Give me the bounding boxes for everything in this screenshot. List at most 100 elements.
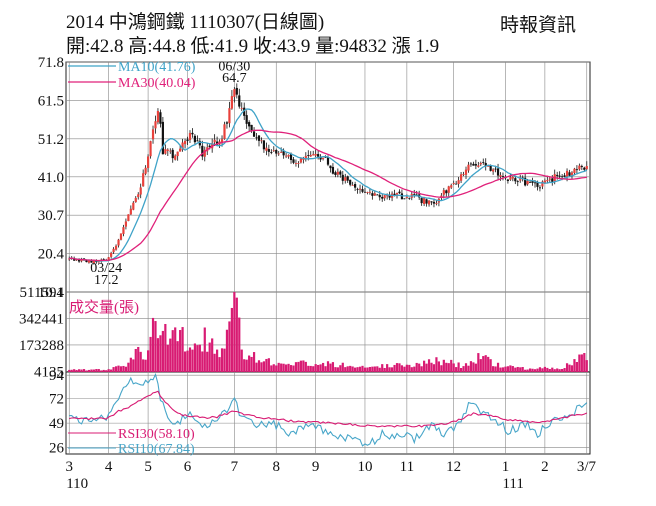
volume-bar [533,369,537,372]
price-tick-label: 30.7 [38,208,65,224]
volume-bar [568,364,571,372]
candle-body [297,163,300,164]
volume-bar [531,368,534,372]
volume-bar [255,362,258,372]
volume-bar [354,367,357,372]
volume-bar [87,369,91,372]
candle-body [302,158,305,160]
candle-body [287,154,290,157]
candle-body [149,141,152,157]
volume-bar [506,366,510,372]
x-tick-label: 10 [357,459,372,475]
volume-bar [499,367,502,372]
volume-bar [100,370,103,372]
volume-bar [553,369,556,372]
volume-bar [297,361,300,372]
volume-bar [149,336,152,372]
volume-bar [339,365,342,372]
candle-body [90,259,93,263]
candle-body [452,183,455,185]
volume-bar [119,366,123,372]
candle-body [580,166,583,167]
candle-body [506,179,510,181]
volume-bar [423,360,426,372]
volume-bar [302,360,305,372]
candle-body [435,203,438,205]
volume-bar [159,335,162,372]
volume-bar [321,362,325,372]
candle-body [484,162,487,167]
volume-bar [361,365,364,372]
candle-body [462,174,465,175]
candle-body [413,193,416,195]
volume-bar [435,357,438,372]
quote-line: 開:42.8 高:44.8 低:41.9 收:43.9 量:94832 漲 1.… [66,36,440,57]
candle-body [395,192,399,195]
candle-body [551,178,554,182]
candle-body [326,157,330,165]
volume-bar [509,365,512,372]
volume-bar [450,359,453,372]
candle-body [127,214,130,222]
volume-bar [432,364,436,372]
candle-body [346,176,349,181]
volume-bar [169,338,172,372]
volume-bar [139,351,142,372]
volume-bar [583,353,586,372]
candle-body [282,150,285,156]
candle-body [250,124,253,131]
volume-bars [68,292,588,372]
volume-bar [376,366,379,372]
candle-body [492,169,495,172]
candle-body [132,202,135,210]
candle-body [499,175,502,177]
volume-bar [504,366,507,372]
candle-body [341,174,344,181]
x-year-label: 110 [66,476,88,492]
price-annotation: 64.7 [222,71,247,86]
candle-body [381,196,384,199]
candle-body [556,174,559,176]
volume-bar [324,366,327,372]
candle-body [366,192,369,193]
volume-bar [90,369,93,372]
candle-body [331,166,335,174]
candle-body [134,197,137,203]
volume-bar [176,341,179,372]
candle-body [208,145,211,148]
volume-bar [252,352,256,372]
candle-body [265,147,268,151]
volume-bar [270,365,273,372]
volume-bar [410,367,413,372]
candle-body [248,122,251,127]
candle-body [568,172,571,176]
volume-bar [198,344,201,372]
candle-body [272,150,275,152]
rsi-legend-label: RSI10(67.84) [118,442,195,457]
candle-body [267,149,270,152]
candle-body [181,142,184,150]
candle-body [161,121,164,155]
candle-body [92,260,95,264]
volume-bar [299,360,302,372]
volume-bar [280,363,283,372]
candle-body [474,164,477,166]
volume-bar [70,369,73,372]
volume-bar [457,362,460,372]
candle-body [186,139,189,141]
volume-bar [388,367,391,372]
volume-bar [538,367,542,372]
candle-body [450,185,453,188]
volume-bar [206,351,209,372]
candle-body [230,96,233,109]
candle-body [524,177,527,186]
candle-body [368,191,371,193]
volume-bar [346,366,349,372]
candle-body [203,149,206,157]
x-tick-label: 6 [184,459,192,475]
candle-body [405,196,408,198]
candle-body [169,150,172,152]
volume-bar [373,366,376,372]
candle-body [80,259,83,262]
